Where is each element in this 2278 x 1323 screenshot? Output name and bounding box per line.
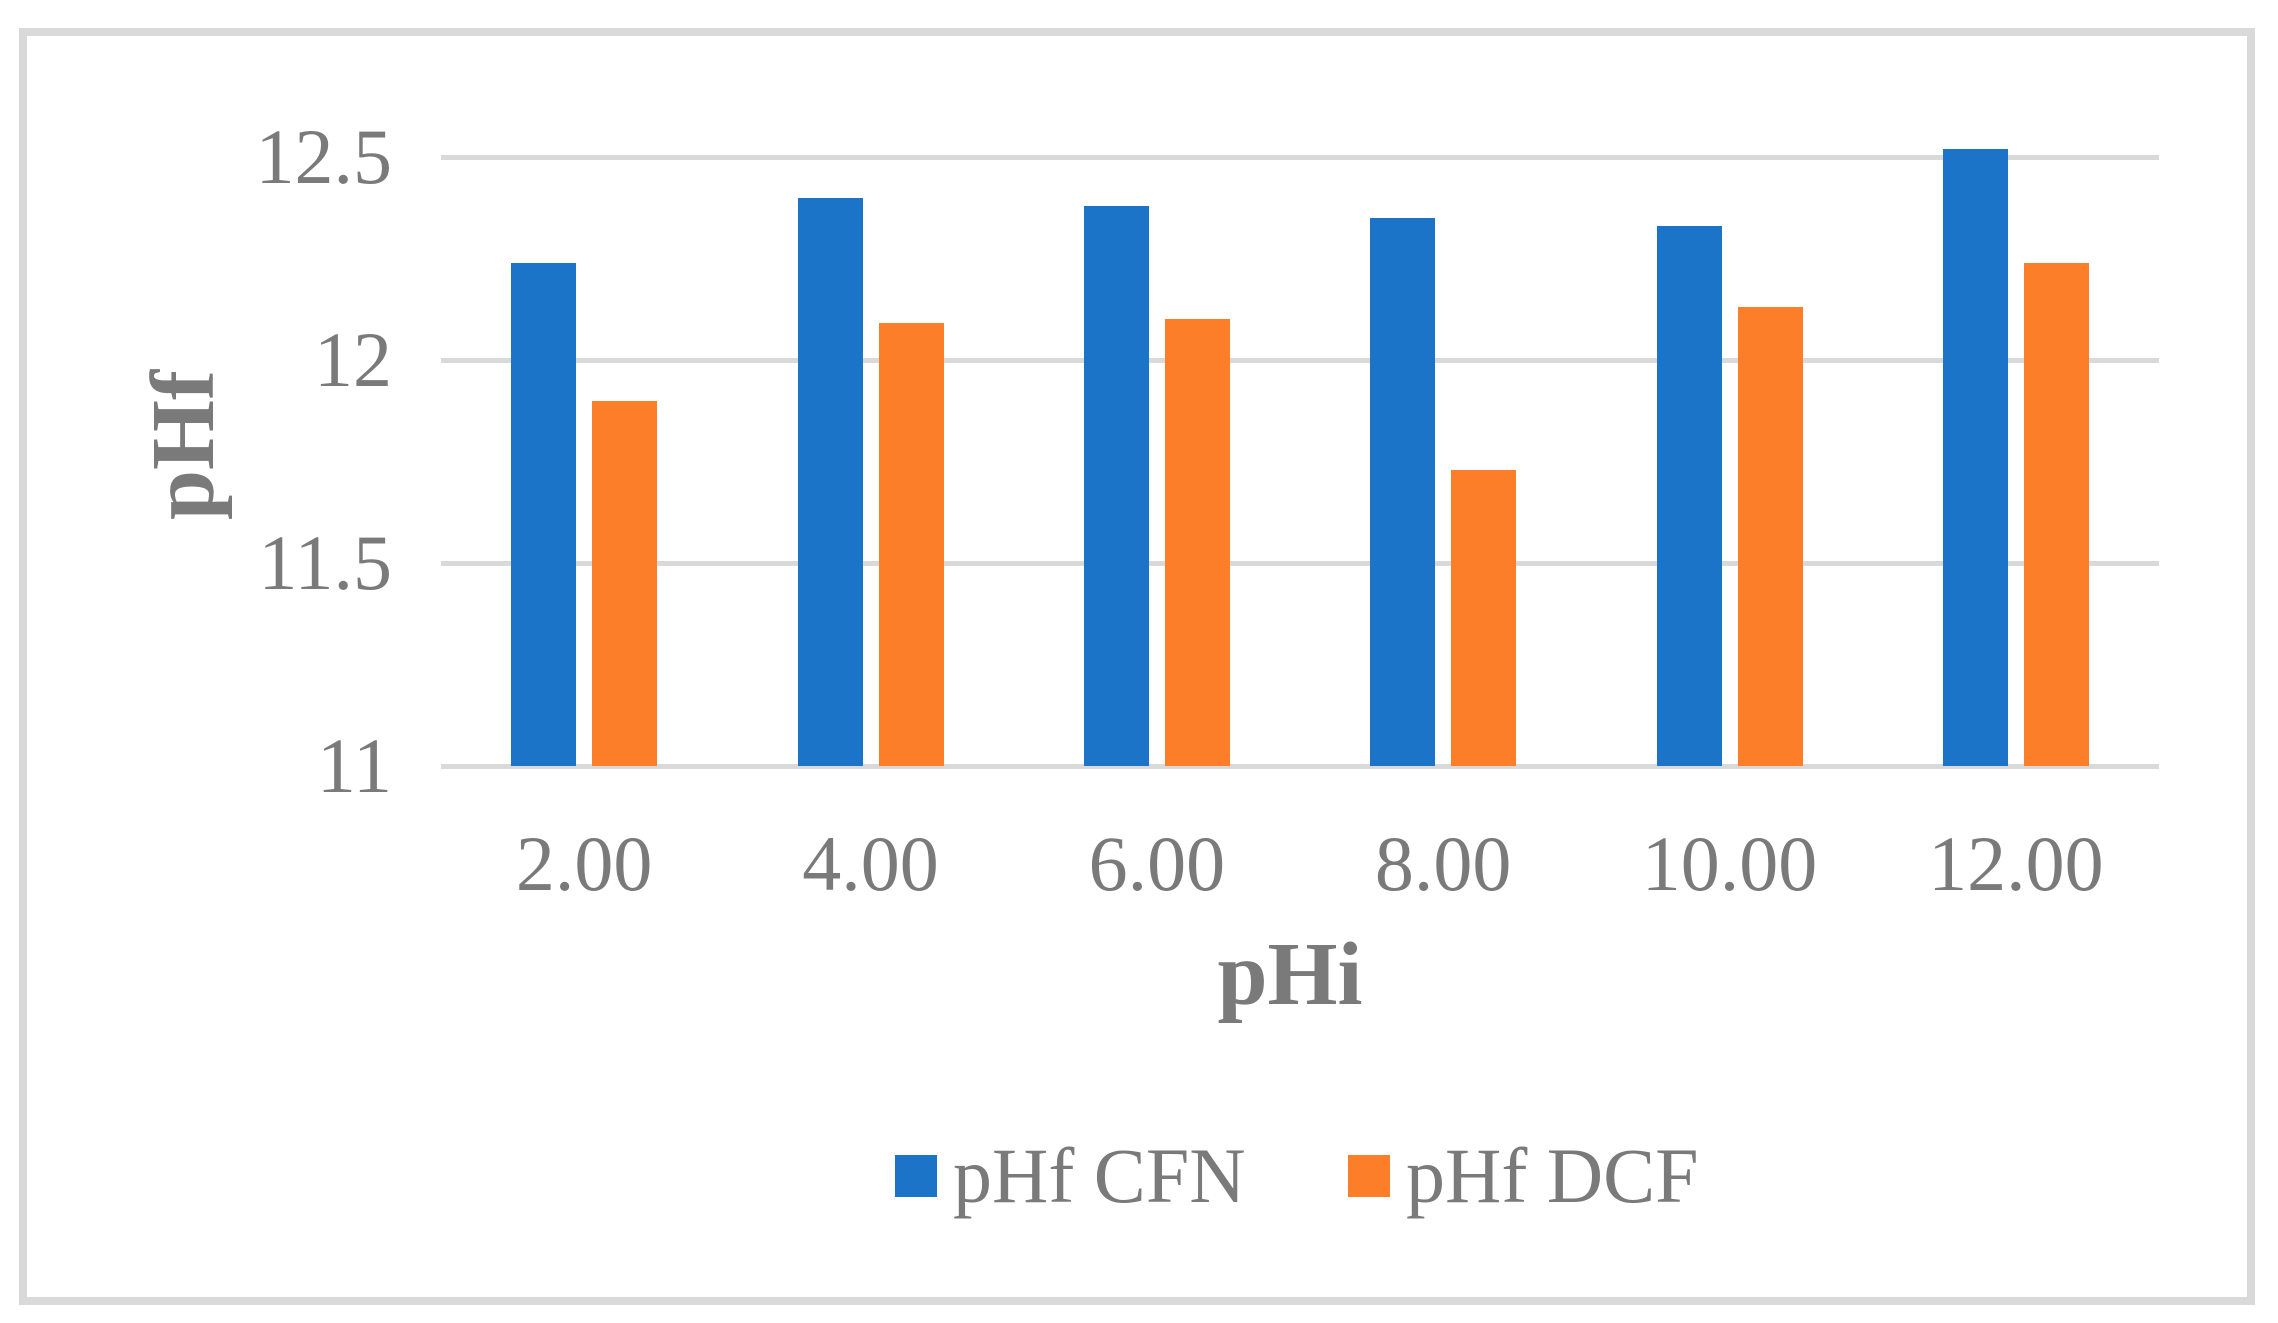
- y-tick-label: 12: [314, 316, 392, 403]
- x-axis-title: pHi: [1217, 925, 1363, 1024]
- bar-phf-dcf-6.00: [1164, 319, 1230, 766]
- x-tick-label: 2.00: [515, 820, 653, 907]
- bar-phf-dcf-4.00: [878, 323, 944, 766]
- legend-swatch-phf-dcf: [1348, 1155, 1390, 1197]
- y-tick-label: 11.5: [258, 519, 392, 606]
- gridline-12: [441, 357, 2159, 363]
- bar-phf-cfn-10.00: [1656, 226, 1722, 766]
- bar-phf-dcf-2.00: [592, 400, 658, 766]
- gridline-12.5: [441, 154, 2159, 160]
- y-tick-label: 11: [316, 722, 392, 809]
- gridline-11.5: [441, 560, 2159, 566]
- x-tick-label: 12.00: [1928, 820, 2104, 907]
- bar-phf-cfn-2.00: [511, 262, 577, 766]
- bar-phf-cfn-12.00: [1942, 148, 2008, 766]
- bar-phf-dcf-8.00: [1451, 469, 1517, 766]
- bar-phf-cfn-4.00: [797, 197, 863, 766]
- bar-phf-dcf-10.00: [1737, 307, 1803, 766]
- y-tick-label: 12.5: [255, 113, 393, 200]
- bar-phf-cfn-6.00: [1083, 205, 1149, 766]
- legend-swatch-phf-cfn: [895, 1155, 937, 1197]
- x-tick-label: 10.00: [1641, 820, 1818, 907]
- x-tick-label: 6.00: [1088, 820, 1226, 907]
- bar-phf-cfn-8.00: [1370, 217, 1436, 766]
- legend-label-phf-dcf: pHf DCF: [1406, 1132, 1699, 1219]
- x-tick-label: 8.00: [1374, 820, 1512, 907]
- x-tick-label: 4.00: [802, 820, 939, 907]
- gridline-11: [441, 763, 2159, 769]
- legend-label-phf-cfn: pHf CFN: [953, 1132, 1246, 1219]
- bar-phf-dcf-12.00: [2023, 262, 2089, 766]
- y-axis-title: pHf: [134, 369, 233, 521]
